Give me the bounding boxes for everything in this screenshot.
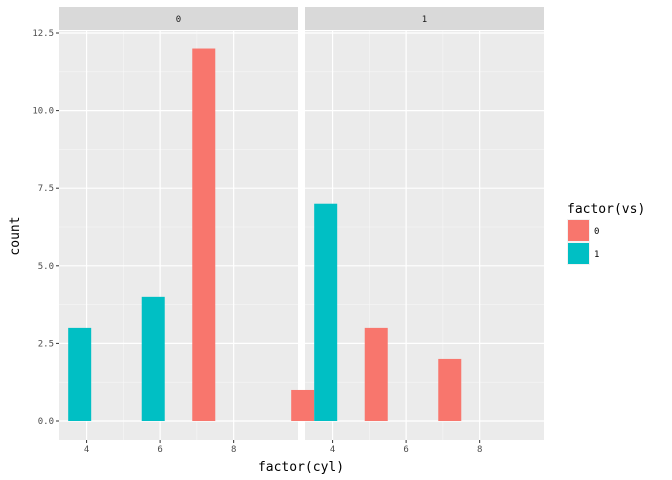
legend-title: factor(vs) [567,202,645,217]
legend-key-vs1 [568,243,589,264]
bar-am1-cyl6-vs0 [364,327,388,421]
facet-strip [305,7,544,30]
facet-panels: 0 4 6 8 1 4 6 8 [59,7,544,455]
x-tick-label: 6 [403,445,408,455]
x-tick-label: 8 [231,445,236,455]
y-axis-title: count [8,216,23,255]
y-tick-label: 2.5 [38,339,54,349]
panel-background [59,31,298,440]
y-tick-label: 7.5 [38,184,54,194]
facet-strip [59,7,298,30]
x-tick-label: 6 [157,445,162,455]
legend-label: 1 [594,250,599,260]
bar-am1-cyl4-vs1 [314,203,338,421]
y-tick-label: 0.0 [38,417,54,427]
y-tick-label: 5.0 [38,262,54,272]
legend-label: 0 [594,227,599,237]
y-axis: 0.0 2.5 5.0 7.5 10.0 12.5 [32,29,59,427]
bar-am0-cyl4-vs1 [68,327,92,421]
bar-am1-cyl8-vs0 [438,358,462,421]
x-axis-title: factor(cyl) [258,460,344,475]
facet-strip-label: 1 [422,15,427,25]
y-tick-label: 12.5 [32,29,54,39]
legend-key-vs0 [568,220,589,241]
facet-strip-label: 0 [176,15,181,25]
x-tick-label: 8 [477,445,482,455]
bar-am0-cyl8-vs0 [192,48,216,422]
facet-panel-1: 1 4 6 8 [291,7,544,455]
y-tick-label: 10.0 [32,107,54,117]
legend: factor(vs) 0 1 [567,202,645,265]
x-tick-label: 4 [330,445,335,455]
bar-am1-cyl4-vs0 [291,389,315,421]
bar-am0-cyl6-vs1 [141,296,165,421]
x-tick-label: 4 [84,445,89,455]
facet-panel-0: 0 4 6 8 [59,7,298,455]
panel-background [305,31,544,440]
